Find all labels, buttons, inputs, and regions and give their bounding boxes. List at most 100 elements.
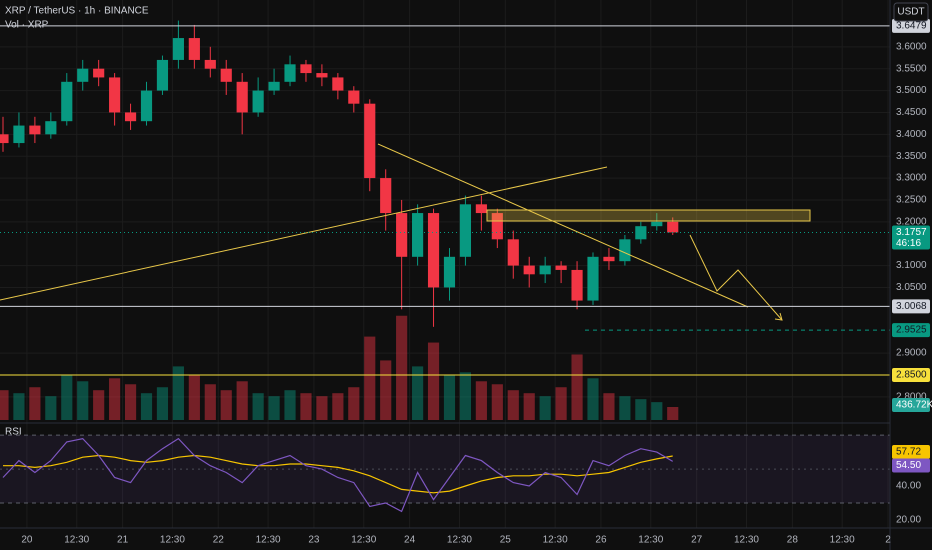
candle-body bbox=[45, 121, 57, 135]
x-tick-label: 24 bbox=[404, 535, 416, 546]
candle-body bbox=[77, 68, 89, 82]
volume-bar bbox=[172, 366, 184, 420]
currency-button[interactable] bbox=[893, 2, 929, 22]
x-tick-label: 21 bbox=[117, 535, 129, 546]
candle-body bbox=[491, 213, 503, 240]
candle-body bbox=[475, 204, 487, 214]
candle-body bbox=[236, 81, 248, 113]
volume-bar bbox=[412, 366, 424, 420]
currency-label[interactable]: USDT bbox=[897, 7, 924, 18]
candle-body bbox=[332, 77, 344, 91]
volume-bar bbox=[523, 393, 535, 420]
candle-body bbox=[603, 256, 615, 262]
candle-body bbox=[220, 68, 232, 82]
price-line-label-box bbox=[892, 18, 930, 33]
candle-body bbox=[523, 265, 535, 275]
volume-bar bbox=[539, 396, 551, 420]
volume-bar bbox=[124, 384, 137, 420]
x-tick-label: 12:30 bbox=[638, 535, 663, 546]
x-tick-label: 12:30 bbox=[543, 535, 568, 546]
rsi-title: RSI bbox=[5, 427, 22, 438]
volume-bar bbox=[300, 393, 312, 420]
volume-bar bbox=[284, 390, 296, 420]
rsi-ma-line bbox=[3, 454, 673, 494]
y-tick-label: 3.3000 bbox=[896, 173, 927, 184]
y-tick-label: 2.8000 bbox=[896, 391, 927, 402]
volume-bar bbox=[555, 387, 567, 420]
volume-last-label: 436.72K bbox=[896, 400, 932, 411]
candle-body bbox=[140, 90, 153, 122]
last-price-box bbox=[892, 225, 930, 250]
candle-body bbox=[188, 38, 200, 60]
candle-body bbox=[252, 90, 264, 113]
candle-body bbox=[109, 77, 121, 113]
volume-bar bbox=[587, 378, 599, 420]
y-tick-label: 3.1000 bbox=[896, 260, 927, 271]
candle-body bbox=[13, 125, 25, 144]
candle-body bbox=[156, 59, 169, 91]
rsi-line bbox=[2, 437, 674, 513]
volume-bar bbox=[188, 375, 200, 420]
x-tick-label: 22 bbox=[213, 535, 225, 546]
candle-body bbox=[300, 64, 312, 74]
x-tick-label: 12:30 bbox=[256, 535, 281, 546]
x-tick-label: 23 bbox=[308, 535, 320, 546]
volume-bar bbox=[236, 381, 248, 420]
drawings bbox=[0, 143, 811, 321]
grid bbox=[0, 0, 890, 528]
x-tick-label: 27 bbox=[691, 535, 703, 546]
trendline bbox=[0, 166, 608, 301]
candle-body bbox=[284, 64, 296, 82]
candle-body bbox=[443, 256, 456, 288]
y-tick-label: 2.9000 bbox=[896, 348, 927, 359]
y-tick-label: 3.3500 bbox=[896, 151, 927, 162]
rsi-last-label-box bbox=[892, 458, 930, 473]
candle-layer bbox=[0, 20, 679, 327]
x-tick-label: 20 bbox=[21, 535, 33, 546]
x-tick-label: 25 bbox=[500, 535, 512, 546]
price-lines bbox=[0, 25, 890, 376]
x-tick-label: 12:30 bbox=[351, 535, 376, 546]
candle-body bbox=[124, 112, 137, 122]
y-tick-label: 3.2500 bbox=[896, 195, 927, 206]
candle-body bbox=[316, 73, 328, 78]
candle-body bbox=[651, 221, 663, 227]
volume-bar bbox=[156, 387, 169, 420]
rsi-tick-label: 40.00 bbox=[896, 481, 921, 492]
x-tick-label: 12:30 bbox=[447, 535, 472, 546]
volume-bar bbox=[316, 396, 328, 420]
volume-bar bbox=[603, 393, 615, 420]
candle-body bbox=[427, 213, 440, 288]
volume-bar bbox=[13, 393, 25, 420]
price-line-label-box bbox=[892, 323, 930, 338]
x-tick-label: 28 bbox=[787, 535, 799, 546]
candle-body bbox=[204, 59, 216, 69]
candle-body bbox=[61, 81, 73, 122]
price-line-label-box bbox=[892, 299, 930, 314]
candle-body bbox=[380, 178, 392, 214]
countdown-label: 46:16 bbox=[896, 238, 921, 249]
y-tick-label: 3.2000 bbox=[896, 216, 927, 227]
candle-body bbox=[0, 134, 9, 144]
y-tick-label: 3.4000 bbox=[896, 129, 927, 140]
candle-body bbox=[268, 81, 280, 91]
candle-body bbox=[571, 269, 583, 301]
candle-body bbox=[29, 125, 41, 135]
x-tick-label: 12:30 bbox=[830, 535, 855, 546]
y-tick-label: 3.4500 bbox=[896, 107, 927, 118]
volume-bar bbox=[93, 390, 105, 420]
candle-body bbox=[507, 239, 519, 266]
y-tick-label: 3.6000 bbox=[896, 41, 927, 52]
price-line-label: 3.0068 bbox=[896, 301, 927, 312]
rsi-tick-label: 20.00 bbox=[896, 515, 921, 526]
rsi-ma-last-label: 57.72 bbox=[896, 447, 921, 458]
candle-body bbox=[172, 38, 184, 60]
volume-bar bbox=[459, 372, 472, 420]
volume-bar bbox=[507, 390, 519, 420]
y-tick-label: 3.5000 bbox=[896, 85, 927, 96]
volume-bar bbox=[667, 406, 679, 420]
volume-bar bbox=[475, 381, 487, 420]
y-tick-label: 3.0500 bbox=[896, 282, 927, 293]
